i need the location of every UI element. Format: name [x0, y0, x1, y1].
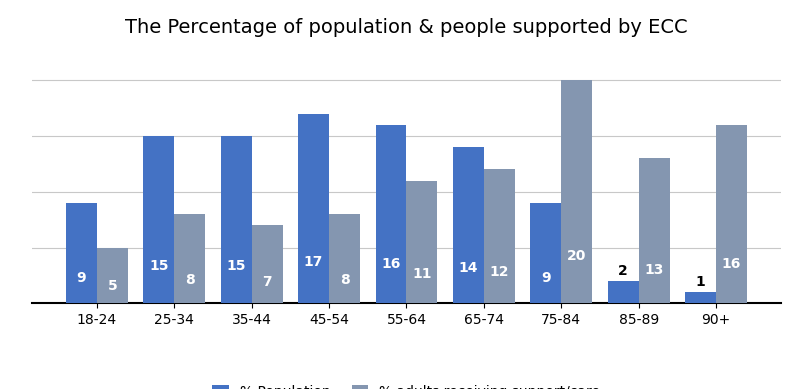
Text: 2: 2 — [618, 264, 628, 278]
Text: 1: 1 — [696, 275, 705, 289]
Text: 17: 17 — [304, 255, 324, 269]
Bar — [143, 136, 175, 303]
Bar — [484, 170, 515, 303]
Bar — [453, 147, 484, 303]
Text: 15: 15 — [226, 259, 246, 273]
Text: 15: 15 — [149, 259, 168, 273]
Text: 12: 12 — [489, 265, 509, 279]
Bar — [298, 114, 329, 303]
Text: 5: 5 — [108, 279, 117, 293]
Bar — [97, 248, 128, 303]
Legend: % Population, % adults receiving support/care: % Population, % adults receiving support… — [207, 379, 606, 389]
Bar — [66, 203, 97, 303]
Bar — [221, 136, 252, 303]
Text: 7: 7 — [262, 275, 272, 289]
Text: 16: 16 — [381, 257, 401, 271]
Bar — [638, 158, 669, 303]
Text: 8: 8 — [185, 273, 194, 287]
Bar — [716, 125, 747, 303]
Bar — [175, 214, 206, 303]
Text: 14: 14 — [458, 261, 478, 275]
Bar — [561, 80, 592, 303]
Bar — [530, 203, 561, 303]
Bar — [406, 180, 438, 303]
Text: 13: 13 — [645, 263, 664, 277]
Bar — [252, 225, 283, 303]
Text: 8: 8 — [340, 273, 349, 287]
Title: The Percentage of population & people supported by ECC: The Percentage of population & people su… — [125, 18, 688, 37]
Text: 20: 20 — [567, 249, 587, 263]
Text: 9: 9 — [77, 272, 86, 286]
Bar — [375, 125, 406, 303]
Text: 16: 16 — [722, 257, 741, 271]
Bar — [329, 214, 360, 303]
Text: 9: 9 — [541, 272, 551, 286]
Bar — [685, 292, 716, 303]
Text: 11: 11 — [412, 267, 432, 281]
Bar — [607, 281, 638, 303]
